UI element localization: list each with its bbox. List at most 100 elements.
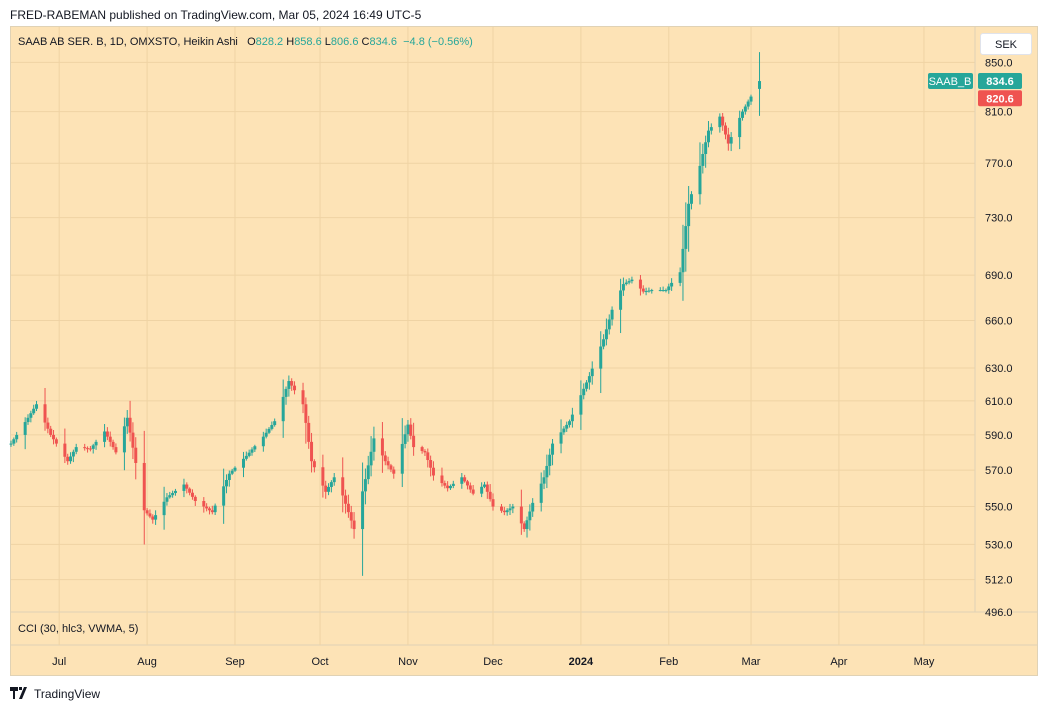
candle-body xyxy=(738,117,742,138)
candle-body xyxy=(247,452,251,456)
chart-frame[interactable] xyxy=(10,26,1038,676)
y-tick-label: 690.0 xyxy=(985,270,1013,282)
candle-body xyxy=(420,447,424,452)
candle-body xyxy=(66,456,70,462)
candle-body xyxy=(522,523,526,530)
candle-body xyxy=(511,506,515,509)
candle-body xyxy=(182,484,186,491)
candle-body xyxy=(222,486,226,506)
candle-body xyxy=(482,484,486,487)
candle-body xyxy=(701,154,705,166)
candle-body xyxy=(644,291,648,293)
candle-body xyxy=(619,290,623,310)
candle-body xyxy=(590,368,594,377)
candle-body xyxy=(287,381,291,389)
candle-body xyxy=(641,288,645,292)
tradingview-logo-icon[interactable] xyxy=(10,686,30,702)
candle-body xyxy=(423,451,427,453)
candle-body xyxy=(579,395,583,415)
legend-low-label: L xyxy=(324,36,331,48)
candle-body xyxy=(480,486,484,494)
candle-body xyxy=(366,465,370,480)
candle-body xyxy=(548,454,552,466)
candle-body xyxy=(349,512,353,521)
legend-close-value: 834.6 xyxy=(369,36,397,48)
candle-body xyxy=(105,431,109,437)
candle-body xyxy=(352,520,356,530)
x-tick-label: Jul xyxy=(52,656,66,668)
candle-body xyxy=(165,497,169,502)
candle-body xyxy=(650,290,654,292)
candle-body xyxy=(429,460,433,468)
candle-body xyxy=(213,505,217,513)
candle-body xyxy=(15,434,19,440)
candle-body xyxy=(233,467,237,471)
candle-body xyxy=(324,485,328,492)
x-tick-label: Apr xyxy=(830,656,847,668)
candle-body xyxy=(599,346,603,369)
candle-body xyxy=(210,510,214,513)
footer: TradingView xyxy=(10,685,100,703)
candle-body xyxy=(667,286,671,291)
candle-body xyxy=(108,436,112,442)
candle-body xyxy=(409,424,413,436)
x-tick-label: 2024 xyxy=(569,656,594,668)
candle-body xyxy=(440,475,444,484)
y-tick-label: 630.0 xyxy=(985,363,1013,375)
candle-body xyxy=(49,428,53,435)
indicator-label[interactable]: CCI (30, hlc3, VWMA, 5) xyxy=(18,623,139,635)
candle-body xyxy=(227,473,231,481)
candle-body xyxy=(94,441,98,446)
y-tick-label: 660.0 xyxy=(985,316,1013,328)
candle-body xyxy=(128,417,132,433)
candle-body xyxy=(12,439,16,444)
candle-body xyxy=(704,142,708,155)
candle-body xyxy=(310,441,314,462)
candle-body xyxy=(562,428,566,433)
legend-change: −4.8 (−0.56%) xyxy=(403,36,473,48)
candle-body xyxy=(570,414,574,422)
footer-logo-text[interactable]: TradingView xyxy=(34,687,101,701)
candle-body xyxy=(267,428,271,433)
candle-body xyxy=(545,465,549,478)
candle-body xyxy=(253,446,257,450)
candle-body xyxy=(559,432,563,444)
candle-body xyxy=(531,502,535,512)
legend-open-label: O xyxy=(247,36,256,48)
currency-button[interactable]: SEK xyxy=(980,33,1032,55)
candle-body xyxy=(71,451,75,457)
candle-body xyxy=(207,508,211,511)
candle-body xyxy=(698,165,702,195)
candle-body xyxy=(684,226,688,249)
candle-body xyxy=(270,425,274,429)
candle-body xyxy=(185,484,189,489)
candle-body xyxy=(273,421,277,426)
candle-body xyxy=(145,510,149,514)
candle-body xyxy=(369,451,373,466)
candle-body xyxy=(54,439,58,444)
candle-body xyxy=(188,488,192,493)
candle-body xyxy=(508,508,512,511)
candle-body xyxy=(624,282,628,285)
x-tick-label: Oct xyxy=(311,656,328,668)
legend-close-label: C xyxy=(361,36,370,48)
candle-body xyxy=(485,484,489,492)
x-tick-label: Dec xyxy=(483,656,503,668)
candle-body xyxy=(709,127,713,131)
candle-body xyxy=(52,434,56,440)
candle-body xyxy=(551,443,555,455)
chart-legend: SAAB AB SER. B, 1D, OMXSTO, Heikin Ashi … xyxy=(18,36,473,48)
candle-body xyxy=(741,111,745,118)
candle-body xyxy=(505,510,509,513)
candle-body xyxy=(88,448,92,450)
candle-body xyxy=(327,486,331,492)
candle-body xyxy=(168,495,172,498)
candle-body xyxy=(670,282,674,287)
candle-body xyxy=(63,443,67,457)
candle-body xyxy=(604,329,608,340)
y-tick-label: 730.0 xyxy=(985,213,1013,225)
candle-body xyxy=(400,443,404,474)
y-tick-label: 590.0 xyxy=(985,430,1013,442)
candle-body xyxy=(329,482,333,487)
